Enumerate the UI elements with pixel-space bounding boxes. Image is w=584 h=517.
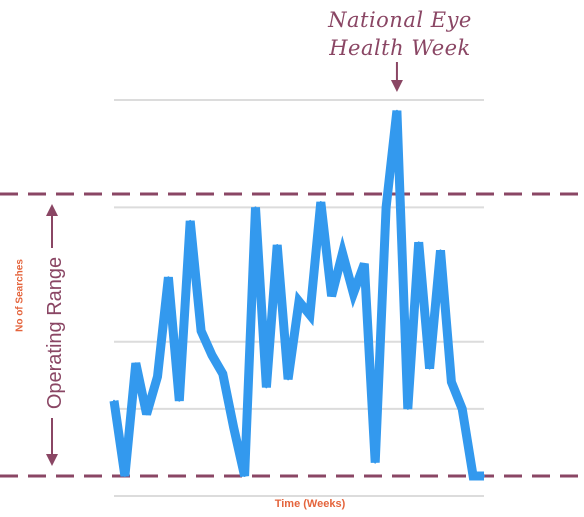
data-point-15 xyxy=(276,244,279,247)
data-point-0 xyxy=(113,399,115,402)
data-point-3 xyxy=(145,413,148,416)
operating-range-arrow-head-bottom xyxy=(46,454,58,466)
operating-range-arrow-head-top xyxy=(46,204,58,216)
data-point-34 xyxy=(483,475,485,477)
data-point-8 xyxy=(200,329,203,332)
annotation-arrow-head xyxy=(390,80,403,92)
data-point-24 xyxy=(374,461,377,464)
data-point-26 xyxy=(395,109,398,112)
data-point-23 xyxy=(363,262,366,265)
data-point-1 xyxy=(123,475,126,477)
data-point-31 xyxy=(450,381,453,383)
data-point-6 xyxy=(178,399,181,402)
data-point-28 xyxy=(417,241,420,244)
data-point-21 xyxy=(341,252,344,255)
data-point-29 xyxy=(428,367,431,370)
data-point-9 xyxy=(210,354,213,357)
data-point-19 xyxy=(319,201,322,204)
data-point-18 xyxy=(308,313,311,316)
data-point-22 xyxy=(352,292,355,295)
data-point-5 xyxy=(167,276,170,279)
data-point-16 xyxy=(287,378,290,381)
annotation-arrow xyxy=(390,62,403,92)
data-point-12 xyxy=(243,475,246,477)
operating-range-lines xyxy=(0,192,584,478)
data-point-20 xyxy=(330,295,333,298)
data-point-17 xyxy=(298,300,300,303)
data-point-4 xyxy=(156,375,159,378)
data-point-13 xyxy=(254,206,257,209)
data-point-11 xyxy=(232,426,235,429)
annotation-line2: Health Week xyxy=(329,36,471,60)
annotation-line1: National Eye xyxy=(328,8,472,32)
series-line xyxy=(109,110,484,481)
data-point-30 xyxy=(439,249,442,252)
x-axis-label: Time (Weeks) xyxy=(274,498,346,510)
operating-range-label: Operating Range xyxy=(44,248,66,418)
data-point-33 xyxy=(472,475,475,477)
data-point-10 xyxy=(221,372,224,375)
data-point-2 xyxy=(134,362,137,365)
data-point-25 xyxy=(385,206,388,209)
data-point-32 xyxy=(461,407,464,410)
annotation-label: National Eye Health Week xyxy=(300,6,500,62)
data-point-7 xyxy=(189,219,192,222)
y-axis-label: No of Searches xyxy=(14,259,26,332)
data-point-27 xyxy=(406,407,409,410)
data-point-14 xyxy=(265,386,268,389)
data-points xyxy=(113,109,485,477)
